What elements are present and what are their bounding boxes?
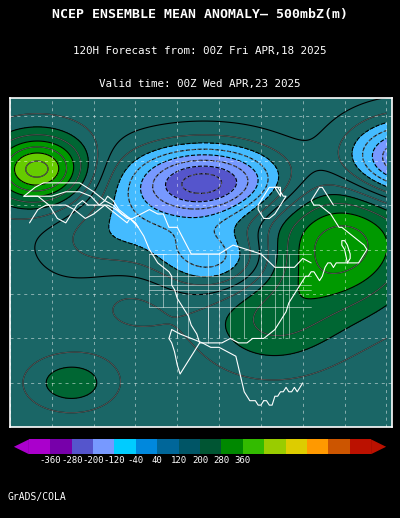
Text: 40: 40 [152, 456, 163, 465]
Bar [328, 439, 350, 454]
Text: -200: -200 [82, 456, 104, 465]
Text: 200: 200 [192, 456, 208, 465]
Bar [264, 439, 286, 454]
Text: 120: 120 [170, 456, 187, 465]
Text: NCEP ENSEMBLE MEAN ANOMALY– 500mbZ(m): NCEP ENSEMBLE MEAN ANOMALY– 500mbZ(m) [52, 8, 348, 21]
Text: GrADS/COLA: GrADS/COLA [8, 492, 67, 501]
Bar [200, 439, 221, 454]
Bar [243, 439, 264, 454]
Text: Valid time: 00Z Wed APR,23 2025: Valid time: 00Z Wed APR,23 2025 [99, 79, 301, 89]
Polygon shape [371, 439, 386, 454]
Text: -40: -40 [128, 456, 144, 465]
Bar [307, 439, 328, 454]
Text: -120: -120 [104, 456, 125, 465]
Bar [136, 439, 157, 454]
Bar [50, 439, 72, 454]
Bar [157, 439, 179, 454]
Bar [286, 439, 307, 454]
Bar [350, 439, 371, 454]
Bar [114, 439, 136, 454]
Bar [72, 439, 93, 454]
Bar [29, 439, 50, 454]
Bar [93, 439, 114, 454]
Text: -280: -280 [61, 456, 82, 465]
Bar [221, 439, 243, 454]
Polygon shape [14, 439, 29, 454]
Bar [179, 439, 200, 454]
Text: 120H Forecast from: 00Z Fri APR,18 2025: 120H Forecast from: 00Z Fri APR,18 2025 [73, 46, 327, 56]
Text: 280: 280 [213, 456, 230, 465]
Text: 360: 360 [235, 456, 251, 465]
Text: -360: -360 [40, 456, 61, 465]
